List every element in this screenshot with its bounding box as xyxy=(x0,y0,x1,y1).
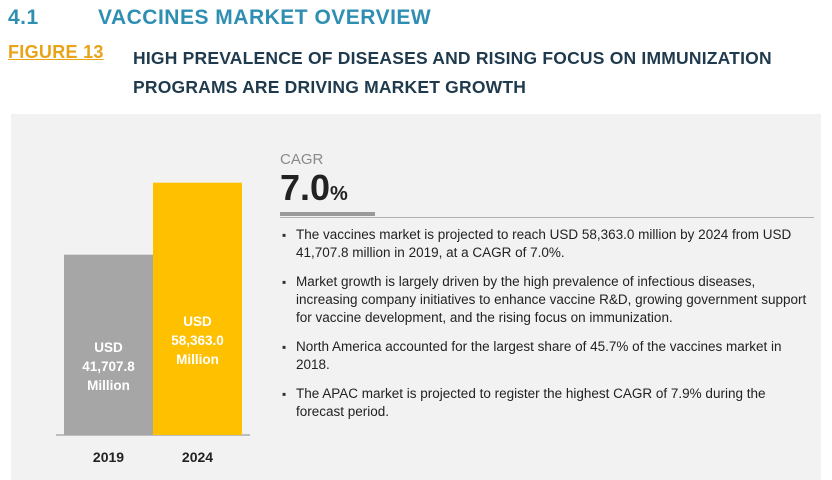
section-header: 4.1 VACCINES MARKET OVERVIEW xyxy=(8,4,431,32)
bullet-item: The vaccines market is projected to reac… xyxy=(280,226,810,262)
x-tick-label: 2019 xyxy=(93,449,124,465)
bar-data-label: Million xyxy=(176,352,219,367)
bullet-item: Market growth is largely driven by the h… xyxy=(280,273,810,327)
bar-chart: USD 41,707.8 Million 2019 USD 58,363.0 Million… xyxy=(56,182,250,465)
cagr-underline xyxy=(280,212,375,216)
bullet-item: The APAC market is projected to register… xyxy=(280,385,810,421)
cagr-unit: % xyxy=(330,183,348,205)
bar-2019 xyxy=(64,254,153,435)
section-title: VACCINES MARKET OVERVIEW xyxy=(98,6,432,29)
cagr-label: CAGR xyxy=(280,151,324,168)
bar-2024 xyxy=(153,182,242,435)
bar-data-label: USD xyxy=(183,314,212,329)
figure-title: HIGH PREVALENCE OF DISEASES AND RISING F… xyxy=(133,48,772,97)
x-tick-label: 2024 xyxy=(182,449,213,465)
bar-data-label: 58,363.0 xyxy=(171,333,224,348)
figure-label: FIGURE 13 xyxy=(8,42,104,62)
bar-data-label: 41,707.8 xyxy=(82,359,135,374)
bar-data-label: USD xyxy=(94,340,123,355)
bullet-list: The vaccines market is projected to reac… xyxy=(280,226,810,432)
figure-panel: USD 41,707.8 Million 2019 USD 58,363.0 Million… xyxy=(11,114,821,480)
divider xyxy=(280,217,814,218)
section-number: 4.1 xyxy=(8,6,39,29)
cagr-number: 7.0 xyxy=(280,167,331,208)
bar-data-label: Million xyxy=(87,378,130,393)
cagr-value: 7.0% xyxy=(280,168,348,214)
bullet-item: North America accounted for the largest … xyxy=(280,338,810,374)
